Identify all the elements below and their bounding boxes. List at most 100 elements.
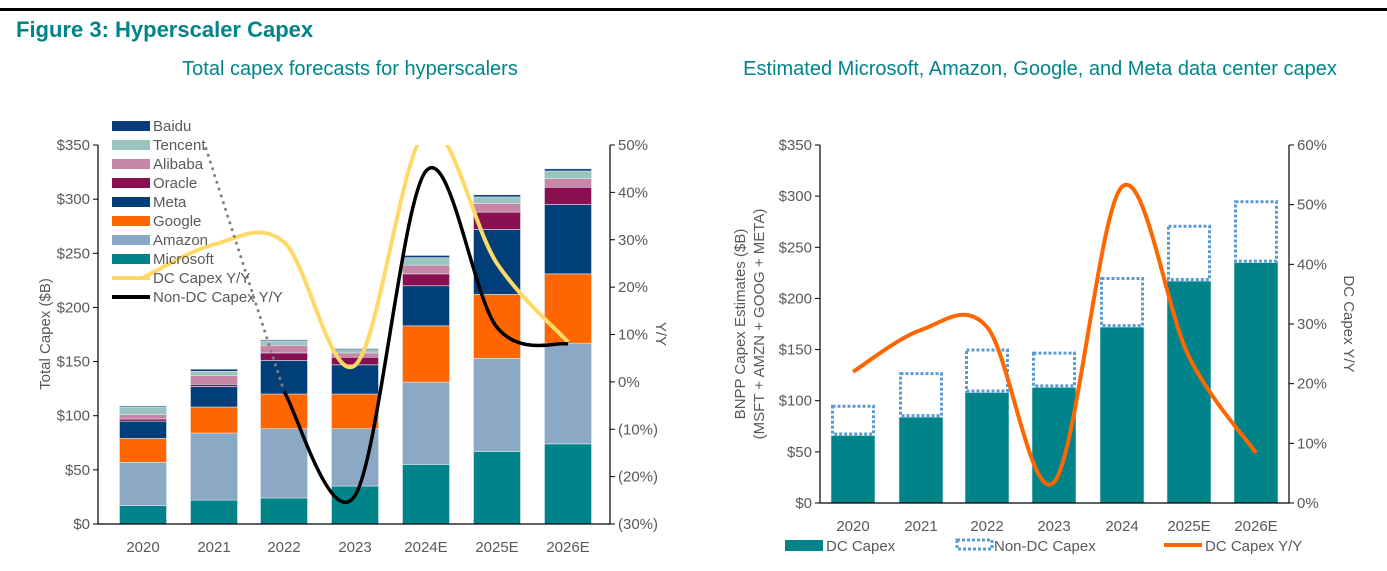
- legend-label-baidu: Baidu: [153, 118, 191, 135]
- x-tick-label: 2021: [197, 539, 230, 556]
- legend-label-microsoft: Microsoft: [153, 251, 215, 268]
- y2-tick-label: 10%: [618, 327, 648, 344]
- x-tick-label: 2025E: [475, 539, 518, 556]
- y-tick-label: $300: [57, 191, 90, 208]
- legend-label-line: DC Capex Y/Y: [153, 270, 250, 287]
- y2-tick-label: 60%: [1297, 137, 1327, 154]
- y-tick-label: $200: [57, 299, 90, 316]
- legend-label-amazon: Amazon: [153, 232, 208, 249]
- y2-tick-label: 50%: [618, 137, 648, 154]
- bar-amazon-2024E: [402, 381, 450, 465]
- y-tick-label: $100: [779, 393, 812, 410]
- y-tick-label: $0: [795, 495, 812, 512]
- bar-google-2026E: [544, 273, 592, 344]
- y-tick-label: $150: [779, 342, 812, 359]
- bar-microsoft-2026E: [544, 443, 592, 525]
- bar-oracle-2020: [119, 418, 167, 422]
- bar-alibaba-2024E: [402, 264, 450, 275]
- y2-tick-label: 30%: [618, 232, 648, 249]
- bar-alibaba-2022: [260, 345, 308, 354]
- bar-tencent-2024E: [402, 257, 450, 266]
- x-tick-label: 2020: [126, 539, 159, 556]
- legend-label-meta: Meta: [153, 194, 187, 211]
- bar-non-dc-capex-2020: [831, 404, 875, 436]
- y-tick-label: $150: [57, 354, 90, 371]
- bar-google-2024E: [402, 325, 450, 383]
- y2-tick-label: 0%: [1297, 495, 1319, 512]
- bar-baidu-2024E: [402, 255, 450, 258]
- bar-baidu-2026E: [544, 168, 592, 172]
- bar-google-2023: [331, 393, 379, 430]
- bar-baidu-2020: [119, 405, 167, 408]
- x-tick-label: 2024: [1105, 518, 1138, 535]
- y2-tick-label: 40%: [618, 184, 648, 201]
- x-tick-label: 2020: [836, 518, 869, 535]
- right-y-axis-title-line2: (MSFT + AMZN + GOOG + META): [751, 209, 768, 440]
- y2-tick-label: 0%: [618, 374, 640, 391]
- legend-swatch-meta: [112, 197, 150, 207]
- bar-meta-2024E: [402, 285, 450, 327]
- y-tick-label: $50: [65, 462, 90, 479]
- bar-non-dc-capex-2023: [1032, 351, 1076, 388]
- legend-label-dc-capex: DC Capex: [826, 538, 896, 555]
- x-tick-label: 2023: [1037, 518, 1070, 535]
- bar-dc-capex-2021: [898, 416, 944, 504]
- bar-microsoft-2024E: [402, 464, 450, 525]
- left-y-axis-title: Total Capex ($B): [37, 278, 54, 390]
- legend-label-non-dc-capex: Non-DC Capex: [994, 538, 1096, 555]
- right-chart-title: Estimated Microsoft, Amazon, Google, and…: [743, 58, 1337, 80]
- bar-amazon-2025E: [473, 358, 521, 452]
- y2-tick-label: 10%: [1297, 435, 1327, 452]
- top-rule: [0, 8, 1387, 11]
- bar-google-2022: [260, 393, 308, 430]
- legend-label-tencent: Tencent: [153, 137, 206, 154]
- right-y2-axis-title: DC Capex Y/Y: [1340, 275, 1357, 372]
- legend-swatch-tencent: [112, 140, 150, 150]
- y-tick-label: $200: [779, 290, 812, 307]
- figure-title: Figure 3: Hyperscaler Capex: [16, 17, 314, 42]
- bar-baidu-2022: [260, 339, 308, 342]
- right-y-axis-title-line1: BNPP Capex Estimates ($B): [732, 229, 749, 420]
- bar-amazon-2020: [119, 461, 167, 506]
- y2-tick-label: 20%: [618, 279, 648, 296]
- bar-amazon-2026E: [544, 342, 592, 445]
- bar-microsoft-2023: [331, 485, 379, 525]
- legend-swatch-alibaba: [112, 159, 150, 169]
- bar-oracle-2021: [190, 384, 238, 387]
- legend-swatch-amazon: [112, 235, 150, 245]
- bar-microsoft-2022: [260, 497, 308, 525]
- dc-capex-y-y-line: [851, 182, 1258, 487]
- legend-swatch-google: [112, 216, 150, 226]
- bar-oracle-2026E: [544, 186, 592, 205]
- bar-meta-2023: [331, 364, 379, 395]
- non-dc-capex-y-y-line: [282, 166, 569, 504]
- bar-oracle-2022: [260, 352, 308, 361]
- bar-non-dc-capex-2026E: [1234, 200, 1278, 263]
- bar-alibaba-2026E: [544, 178, 592, 188]
- y2-tick-label: 40%: [1297, 256, 1327, 273]
- y2-tick-label: (20%): [618, 469, 658, 486]
- bar-baidu-2023: [331, 348, 379, 350]
- legend-label-oracle: Oracle: [153, 175, 197, 192]
- bar-dc-capex-2026E: [1233, 262, 1279, 504]
- left-chart-title: Total capex forecasts for hyperscalers: [182, 58, 518, 80]
- bar-google-2021: [190, 406, 238, 434]
- bar-microsoft-2021: [190, 499, 238, 525]
- legend-swatch-baidu: [112, 121, 150, 131]
- x-tick-label: 2026E: [1234, 518, 1277, 535]
- y2-tick-label: (30%): [618, 516, 658, 533]
- y-tick-label: $0: [73, 516, 90, 533]
- legend-label-line: Non-DC Capex Y/Y: [153, 289, 283, 306]
- bar-alibaba-2025E: [473, 203, 521, 213]
- bar-baidu-2021: [190, 368, 238, 372]
- non-dc-capex-y-y-dotted-segment: [204, 146, 286, 393]
- bar-non-dc-capex-2022: [965, 348, 1009, 393]
- bar-alibaba-2021: [190, 375, 238, 385]
- x-tick-label: 2025E: [1167, 518, 1210, 535]
- bar-non-dc-capex-2024: [1100, 276, 1144, 328]
- bar-dc-capex-2024: [1099, 326, 1145, 504]
- bar-google-2020: [119, 438, 167, 463]
- bar-microsoft-2025E: [473, 451, 521, 525]
- dc-capex-y-y-line: [142, 145, 570, 370]
- bar-dc-capex-2020: [830, 435, 876, 504]
